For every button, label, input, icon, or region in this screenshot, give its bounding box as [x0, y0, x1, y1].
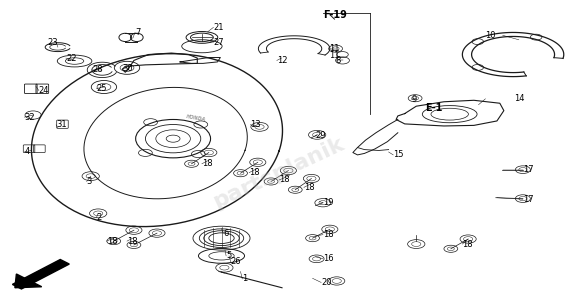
Text: 30: 30 — [122, 64, 133, 73]
Text: E-1: E-1 — [425, 103, 442, 113]
Polygon shape — [15, 274, 42, 288]
Text: 11: 11 — [329, 51, 339, 60]
Text: HONDA: HONDA — [186, 114, 207, 122]
Text: 21: 21 — [214, 23, 224, 32]
Text: 18: 18 — [107, 237, 118, 246]
Text: 18: 18 — [202, 159, 212, 168]
Text: 17: 17 — [523, 195, 533, 204]
Text: 15: 15 — [393, 150, 404, 159]
Text: 20: 20 — [321, 278, 332, 287]
Text: 11: 11 — [329, 44, 339, 53]
Text: 32: 32 — [24, 113, 35, 122]
Text: 19: 19 — [323, 198, 334, 207]
Text: 28: 28 — [93, 65, 103, 74]
Text: 18: 18 — [249, 168, 260, 177]
Text: 7: 7 — [135, 28, 141, 37]
Text: 18: 18 — [127, 237, 138, 246]
Text: partsplanik: partsplanik — [209, 134, 347, 212]
Text: 27: 27 — [214, 38, 224, 46]
Polygon shape — [12, 260, 69, 289]
Text: 17: 17 — [523, 165, 533, 174]
Text: 23: 23 — [47, 38, 58, 46]
Text: F-19: F-19 — [323, 10, 347, 20]
Text: 18: 18 — [304, 183, 314, 192]
Text: 2: 2 — [97, 213, 102, 222]
Text: 31: 31 — [56, 120, 67, 129]
Text: 18: 18 — [279, 176, 290, 184]
Text: 12: 12 — [277, 56, 287, 65]
Text: 18: 18 — [463, 240, 473, 249]
Text: 18: 18 — [323, 230, 334, 239]
Text: 6: 6 — [223, 229, 229, 238]
Text: 10: 10 — [485, 31, 496, 40]
Text: 1: 1 — [242, 274, 247, 283]
Text: 14: 14 — [514, 94, 525, 103]
Text: 4: 4 — [24, 148, 30, 156]
Text: 5: 5 — [226, 252, 232, 260]
Text: 9: 9 — [412, 95, 417, 104]
Text: 13: 13 — [250, 120, 261, 129]
Text: 3: 3 — [87, 177, 92, 186]
Text: 25: 25 — [97, 84, 107, 93]
Text: 26: 26 — [230, 257, 241, 266]
Text: 22: 22 — [66, 54, 76, 63]
Text: 8: 8 — [336, 56, 341, 65]
Text: 24: 24 — [39, 86, 49, 95]
Text: 16: 16 — [323, 254, 334, 263]
Text: 29: 29 — [316, 131, 326, 140]
